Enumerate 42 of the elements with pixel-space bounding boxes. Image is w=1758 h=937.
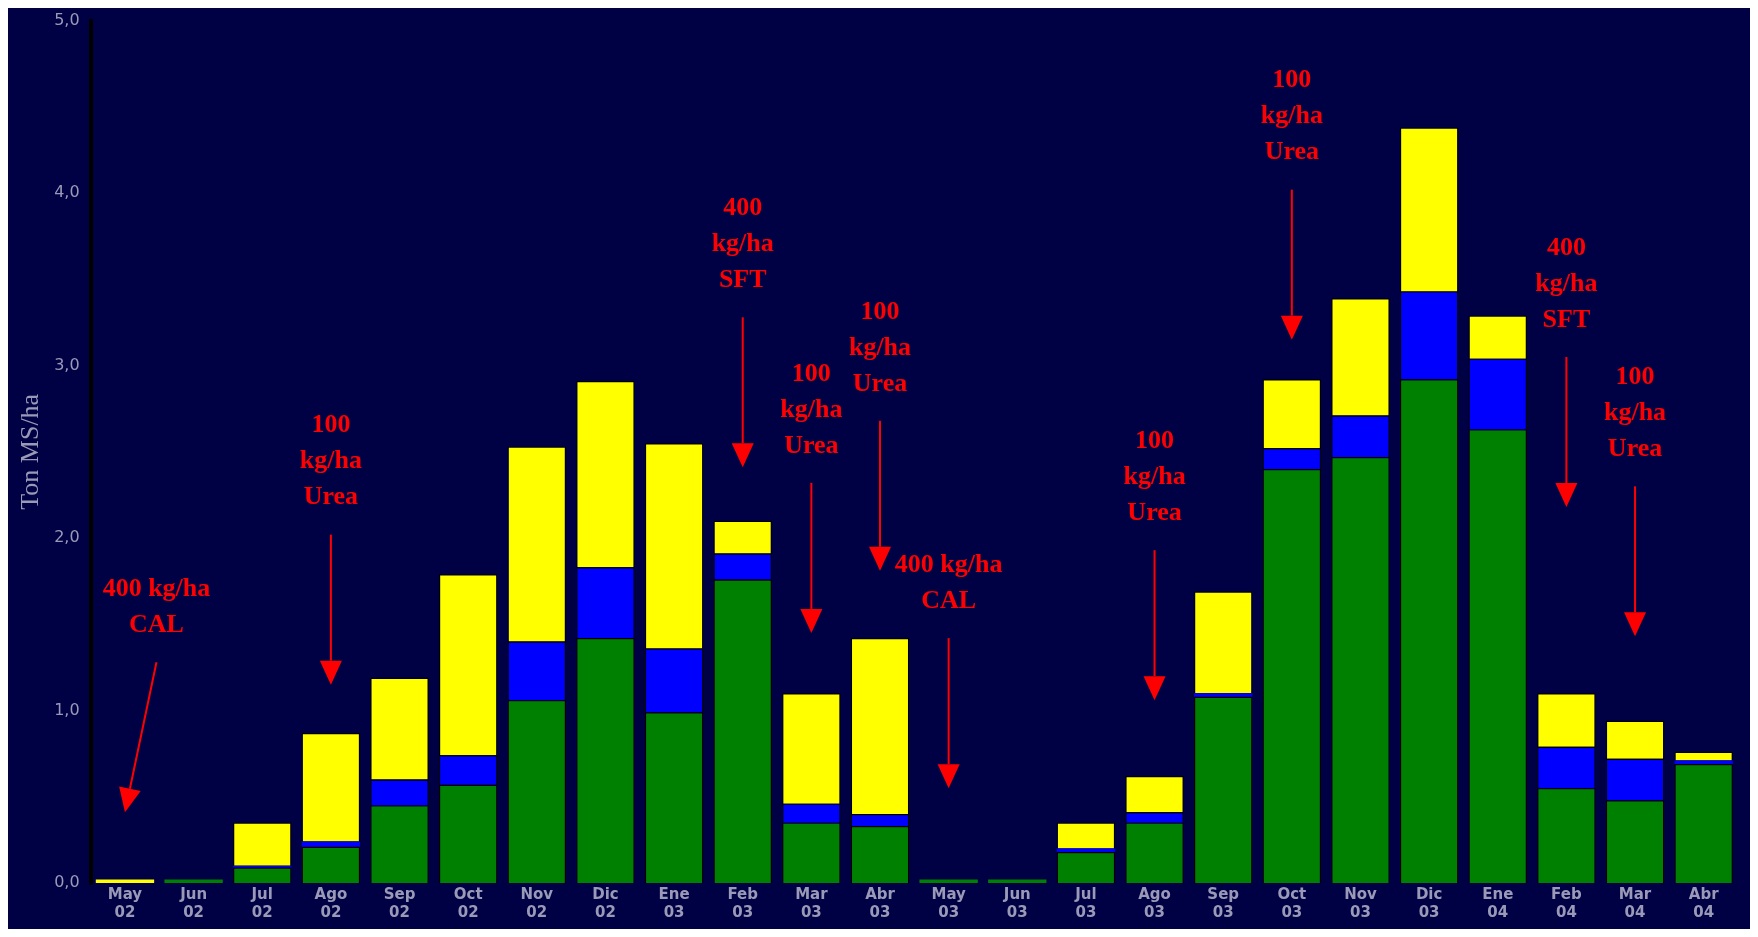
x-tick-label: May 02 bbox=[107, 884, 143, 921]
x-tick-label: Jul 03 bbox=[1074, 884, 1097, 921]
x-tick-label: Abr 04 bbox=[1688, 884, 1720, 921]
annotation: 400 kg/ha CAL bbox=[102, 573, 211, 638]
annotation: 400 kg/ha SFT bbox=[1535, 231, 1598, 333]
annotation: 100 kg/ha Urea bbox=[299, 409, 362, 511]
bar bbox=[1194, 693, 1253, 697]
x-tick-label: Sep 02 bbox=[383, 884, 416, 921]
y-tick-label: 2,0 bbox=[54, 527, 80, 547]
y-axis-title: Ton MS/ha bbox=[15, 393, 45, 510]
x-tick-label: Feb 04 bbox=[1551, 884, 1582, 921]
x-tick-label: Jul 02 bbox=[250, 884, 273, 921]
x-tick-label: Nov 02 bbox=[520, 884, 554, 921]
x-tick-label: Dic 02 bbox=[592, 884, 619, 921]
x-tick-label: Nov 03 bbox=[1344, 884, 1378, 921]
x-tick-label: Mar 04 bbox=[1618, 884, 1652, 921]
x-tick-label: Oct 03 bbox=[1277, 884, 1307, 921]
annotation: 100 kg/ha Urea bbox=[848, 295, 912, 397]
x-tick-label: Mar 03 bbox=[795, 884, 829, 921]
x-tick-label: Oct 02 bbox=[453, 884, 483, 921]
x-tick-label: Jun 03 bbox=[1002, 884, 1031, 921]
annotation: 100 kg/ha Urea bbox=[1123, 424, 1186, 526]
x-tick-label: Jun 02 bbox=[179, 884, 208, 921]
annotation: 400 kg/ha SFT bbox=[711, 192, 774, 294]
x-tick-label: Ago 02 bbox=[314, 884, 348, 921]
x-tick-label: May 03 bbox=[931, 884, 967, 921]
x-tick-label: Ene 03 bbox=[658, 884, 690, 921]
x-tick-label: Dic 03 bbox=[1415, 884, 1443, 921]
x-tick-label: Feb 03 bbox=[727, 884, 759, 921]
annotation: 400 kg/ha CAL bbox=[894, 548, 1003, 614]
x-tick-label: Abr 03 bbox=[865, 884, 896, 921]
x-tick-label: Sep 03 bbox=[1207, 884, 1240, 921]
x-tick-label: Ago 03 bbox=[1138, 884, 1171, 921]
x-tick-label: Ene 04 bbox=[1482, 884, 1514, 921]
y-tick-label: 3,0 bbox=[54, 354, 80, 374]
annotation: 100 kg/ha Urea bbox=[1603, 361, 1667, 463]
y-tick-label: 4,0 bbox=[54, 182, 80, 202]
annotation: 100 kg/ha Urea bbox=[780, 357, 843, 459]
annotation: 100 kg/ha Urea bbox=[1260, 64, 1323, 166]
y-tick-label: 5,0 bbox=[54, 9, 80, 29]
y-tick-label: 0,0 bbox=[54, 872, 80, 892]
y-tick-label: 1,0 bbox=[54, 699, 80, 719]
